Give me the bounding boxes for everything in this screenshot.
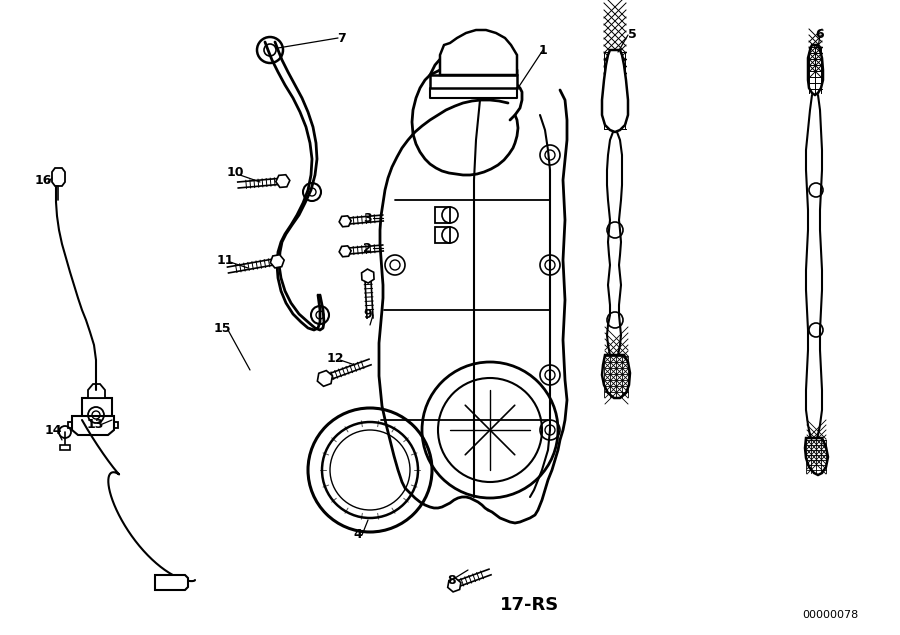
Text: 4: 4 <box>354 528 363 542</box>
Text: 17-RS: 17-RS <box>500 596 560 614</box>
Polygon shape <box>318 371 332 386</box>
Polygon shape <box>339 216 351 227</box>
Polygon shape <box>88 384 105 398</box>
Text: 11: 11 <box>216 253 234 267</box>
Polygon shape <box>447 578 461 592</box>
Text: 16: 16 <box>34 173 51 187</box>
Polygon shape <box>435 227 450 243</box>
Polygon shape <box>339 246 351 257</box>
Polygon shape <box>52 168 65 186</box>
Polygon shape <box>435 207 450 223</box>
Text: 7: 7 <box>338 32 346 44</box>
Text: 10: 10 <box>226 166 244 180</box>
Text: 15: 15 <box>213 321 230 335</box>
Text: 2: 2 <box>363 241 372 255</box>
Text: 5: 5 <box>627 29 636 41</box>
Text: 6: 6 <box>815 29 824 41</box>
Polygon shape <box>602 355 630 398</box>
Text: 3: 3 <box>363 211 372 225</box>
Text: 9: 9 <box>364 309 373 321</box>
Polygon shape <box>276 175 290 187</box>
Polygon shape <box>270 255 284 268</box>
Polygon shape <box>68 422 118 428</box>
Polygon shape <box>72 416 114 435</box>
Text: 1: 1 <box>538 44 547 57</box>
Polygon shape <box>808 45 823 95</box>
Polygon shape <box>430 75 517 88</box>
Text: 8: 8 <box>447 573 456 587</box>
Polygon shape <box>440 30 517 75</box>
Text: 14: 14 <box>44 424 62 436</box>
Text: 13: 13 <box>86 418 104 432</box>
Text: 00000078: 00000078 <box>802 610 858 620</box>
Polygon shape <box>155 575 188 590</box>
Polygon shape <box>60 445 70 450</box>
Polygon shape <box>602 50 628 132</box>
Text: 12: 12 <box>326 352 344 364</box>
Polygon shape <box>82 398 112 430</box>
Polygon shape <box>805 438 828 475</box>
Polygon shape <box>362 269 374 283</box>
